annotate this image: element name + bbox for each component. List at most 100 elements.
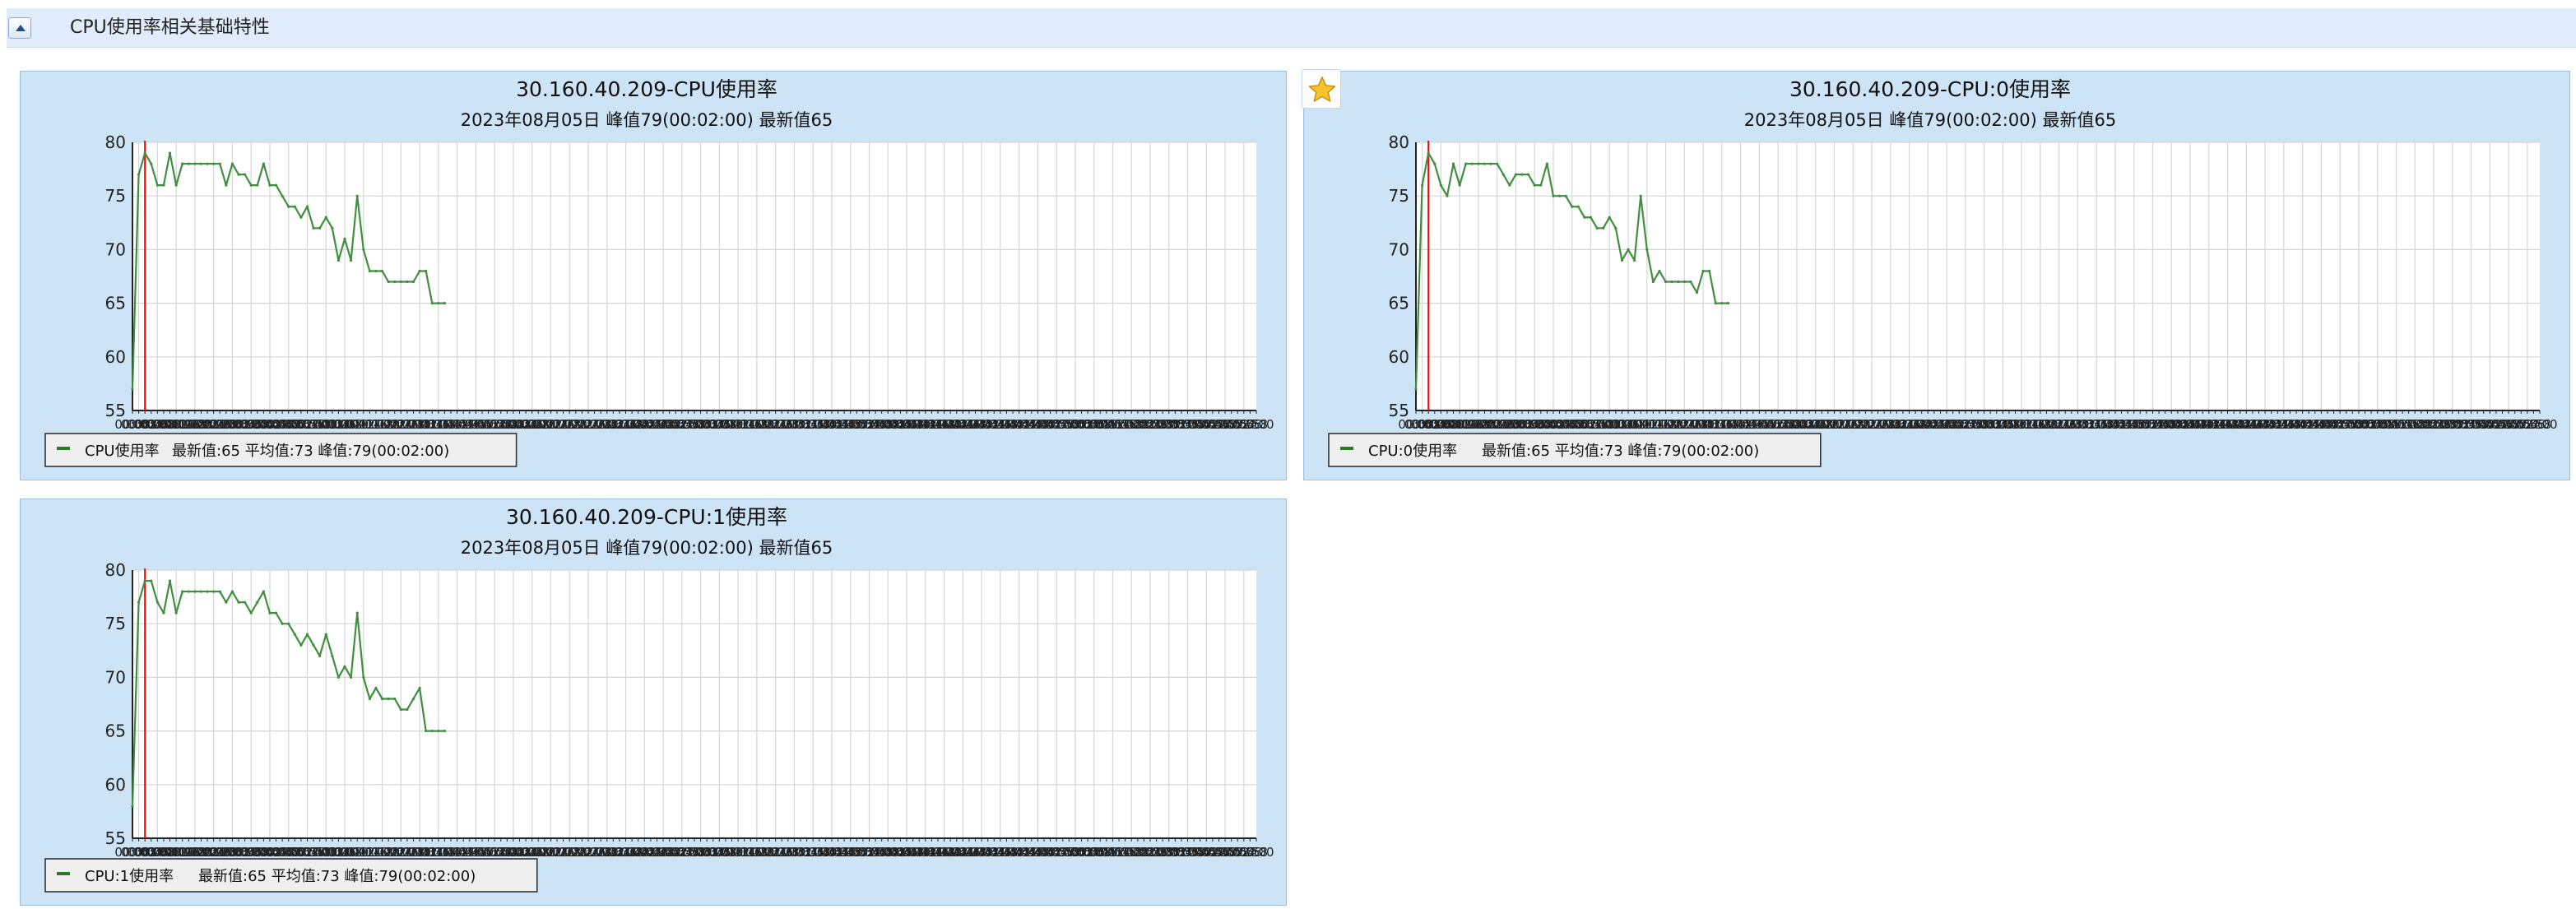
data-point (268, 183, 272, 187)
x-tick-label: 01:40 (427, 845, 462, 860)
x-tick-label: 01:30 (396, 417, 431, 432)
data-point (174, 183, 178, 187)
x-tick-label: 02:20 (1836, 417, 1871, 432)
x-tick-label: 04:58 (1045, 845, 1080, 860)
x-tick-label: 03:36 (2072, 417, 2108, 432)
x-tick-label: 01:08 (327, 845, 362, 860)
data-point (212, 590, 216, 593)
series-points (1414, 151, 1730, 391)
data-point (1502, 173, 1505, 176)
x-tick-label: 02:24 (564, 845, 600, 860)
data-point (380, 697, 384, 701)
data-point (1614, 226, 1618, 230)
x-tick-label: 03:16 (2010, 417, 2045, 432)
chart-title: 30.160.40.209-CPU使用率 (516, 77, 777, 101)
x-tick-label: 01:54 (1754, 417, 1789, 432)
x-tick-label: 02:18 (545, 417, 581, 432)
x-tick-label: 01:44 (1723, 417, 1758, 432)
x-tick-label: 02:56 (664, 417, 699, 432)
x-tick-label: 05:56 (1226, 417, 1261, 432)
x-tick-label: 01:32 (401, 845, 437, 860)
data-point (1633, 258, 1636, 262)
x-tick-label: 03:26 (2041, 417, 2077, 432)
x-tick-label: 04:18 (2203, 417, 2239, 432)
x-tick-label: 00:28 (202, 417, 238, 432)
x-tick-label: 01:18 (358, 845, 393, 860)
x-tick-label: 01:48 (452, 417, 487, 432)
y-tick-label: 65 (105, 294, 126, 313)
x-tick-label: 05:44 (1189, 845, 1224, 860)
x-tick-label: 03:06 (695, 845, 731, 860)
y-tick-label: 70 (1389, 239, 1409, 259)
x-tick-label: 01:28 (389, 417, 425, 432)
x-tick-label: 00:08 (140, 417, 175, 432)
x-tick-label: 05:06 (1070, 417, 1105, 432)
x-tick-label: 00:54 (1566, 417, 1602, 432)
data-point (406, 280, 409, 284)
x-tick-label: 05:58 (1232, 845, 1268, 860)
x-tick-label: 05:18 (1107, 845, 1143, 860)
y-tick-label: 55 (105, 828, 126, 848)
x-tick-label: 05:24 (1126, 845, 1162, 860)
x-tick-label: 00:54 (283, 845, 318, 860)
x-tick-label: 02:24 (1848, 417, 1883, 432)
x-tick-label: 02:58 (671, 845, 706, 860)
x-tick-label: 01:44 (439, 417, 475, 432)
x-tick-label: 05:46 (1195, 845, 1230, 860)
x-tick-label: 04:46 (1008, 845, 1043, 860)
x-tick-label: 05:02 (1057, 417, 1093, 432)
x-tick-label: 05:30 (2429, 417, 2464, 432)
x-tick-label: 01:28 (1673, 417, 1708, 432)
x-tick-label: 04:12 (902, 845, 937, 860)
data-point (143, 151, 146, 155)
data-point (237, 173, 240, 176)
x-tick-label: 00:38 (234, 845, 269, 860)
x-tick-label: 01:02 (309, 417, 344, 432)
x-tick-label: 04:16 (914, 845, 949, 860)
x-tick-label: 04:38 (982, 417, 1018, 432)
plot-area (132, 570, 1256, 838)
x-tick-label: 01:50 (1742, 417, 1777, 432)
x-tick-label: 03:18 (2017, 417, 2052, 432)
x-tick-label: 00:20 (177, 417, 212, 432)
x-tick-label: 02:32 (1873, 417, 1908, 432)
x-tick-label: 00:04 (128, 417, 163, 432)
x-tick-label: 00:14 (159, 417, 194, 432)
data-point (274, 611, 278, 615)
x-tick-label: 03:56 (2135, 417, 2170, 432)
x-tick-label: 03:44 (814, 845, 849, 860)
x-tick-label: 00:38 (234, 417, 269, 432)
x-tick-label: 05:12 (1088, 417, 1124, 432)
data-point (199, 162, 203, 165)
x-tick-label: 01:14 (1629, 417, 1664, 432)
x-tick-label: 00:18 (171, 417, 207, 432)
x-tick-label: 01:02 (309, 845, 344, 860)
x-tick-label: 00:12 (152, 417, 188, 432)
x-tick-label: 05:36 (2447, 417, 2482, 432)
x-tick-label: 04:54 (1033, 417, 1068, 432)
favorite-button[interactable] (1302, 69, 1341, 109)
x-tick-label: 05:50 (2490, 417, 2526, 432)
x-tick-label: 01:28 (389, 845, 425, 860)
x-tick-label: 04:38 (982, 845, 1018, 860)
x-tick-label: 01:04 (314, 417, 350, 432)
chart-subtitle: 2023年08月05日 峰值79(00:02:00) 最新值65 (461, 538, 833, 558)
x-tick-label: 01:48 (452, 845, 487, 860)
x-tick-label: 03:12 (1998, 417, 2033, 432)
collapse-button[interactable] (8, 17, 31, 39)
x-tick-label: 03:54 (845, 845, 880, 860)
x-tick-label: 05:02 (2341, 417, 2376, 432)
x-tick-label: 04:36 (977, 845, 1012, 860)
data-point (174, 611, 178, 615)
x-tick-label: 04:44 (2285, 417, 2320, 432)
data-point (187, 162, 190, 165)
x-tick-label: 01:06 (321, 417, 356, 432)
data-point (1651, 280, 1655, 284)
x-tick-label: 05:52 (2497, 417, 2532, 432)
x-tick-label: 02:44 (627, 845, 662, 860)
data-point (212, 162, 216, 165)
x-tick-label: 02:52 (652, 417, 687, 432)
x-tick-label: 04:38 (2266, 417, 2301, 432)
x-tick-label: 05:18 (2391, 417, 2426, 432)
x-tick-label: 04:58 (2328, 417, 2364, 432)
